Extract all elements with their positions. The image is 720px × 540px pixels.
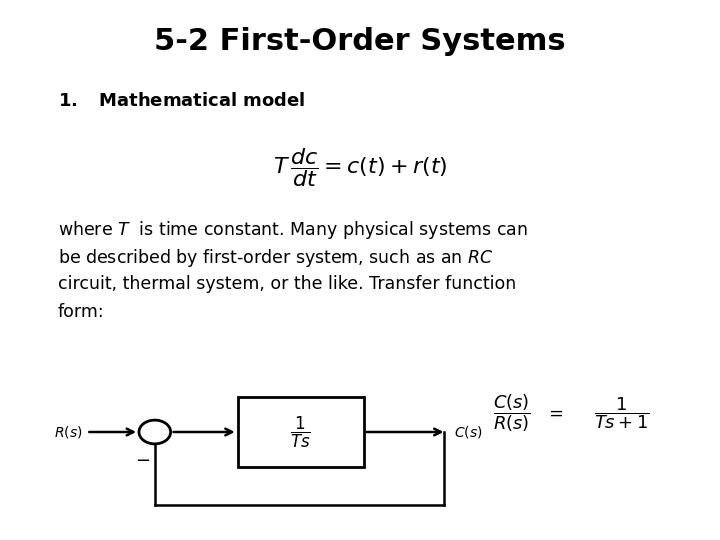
Text: $\dfrac{C(s)}{R(s)}$: $\dfrac{C(s)}{R(s)}$: [493, 392, 531, 434]
Text: form:: form:: [58, 303, 104, 321]
Text: $T\,\dfrac{dc}{dt} = c(t) + r(t)$: $T\,\dfrac{dc}{dt} = c(t) + r(t)$: [273, 146, 447, 189]
Text: where $T$  is time constant. Many physical systems can: where $T$ is time constant. Many physica…: [58, 219, 528, 241]
Text: $\dfrac{1}{Ts}$: $\dfrac{1}{Ts}$: [290, 414, 311, 450]
Text: $=$: $=$: [545, 404, 564, 422]
Text: $-$: $-$: [135, 450, 150, 468]
Bar: [238, 397, 364, 467]
Text: circuit, thermal system, or the like. Transfer function: circuit, thermal system, or the like. Tr…: [58, 275, 516, 293]
Text: $R(s)$: $R(s)$: [54, 424, 83, 440]
Text: 5-2 First-Order Systems: 5-2 First-Order Systems: [154, 27, 566, 56]
Text: $C(s)$: $C(s)$: [454, 424, 482, 440]
Text: $\mathbf{1.\ \ \ Mathematical\ model}$: $\mathbf{1.\ \ \ Mathematical\ model}$: [58, 92, 305, 110]
Text: be described by first-order system, such as an $RC$: be described by first-order system, such…: [58, 247, 493, 269]
Text: $\dfrac{1}{Ts+1}$: $\dfrac{1}{Ts+1}$: [594, 395, 650, 431]
